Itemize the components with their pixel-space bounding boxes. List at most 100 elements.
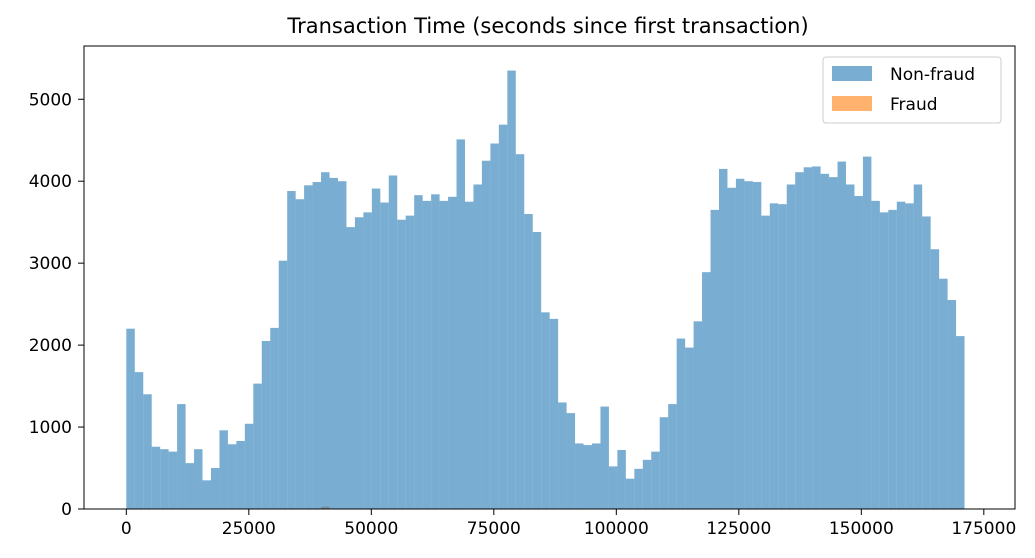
non-fraud-bar [431, 194, 440, 509]
non-fraud-bar [160, 449, 169, 509]
plot-frame [83, 45, 1016, 510]
non-fraud-bar [600, 406, 609, 509]
non-fraud-bar [871, 200, 880, 509]
non-fraud-bar [879, 212, 889, 509]
y-tick-label: 3000 [29, 254, 72, 274]
non-fraud-bar [405, 215, 415, 510]
non-fraud-bar [464, 201, 474, 510]
non-fraud-bar [922, 216, 931, 509]
y-axis-ticks: 0 1000 2000 3000 4000 5000 [29, 90, 84, 520]
legend-label-non-fraud: Non-fraud [890, 65, 975, 85]
non-fraud-bar [778, 204, 787, 509]
x-tick-label: 50000 [344, 519, 398, 539]
non-fraud-bar [566, 413, 576, 509]
non-fraud-bar [253, 383, 262, 509]
non-fraud-bar [261, 341, 271, 509]
non-fraud-bar [219, 430, 228, 509]
non-fraud-bar [659, 417, 669, 509]
non-fraud-bar [541, 312, 550, 509]
non-fraud-bar [837, 161, 846, 509]
non-fraud-bar [685, 347, 694, 509]
non-fraud-bar [735, 178, 745, 510]
non-fraud-bar [337, 181, 347, 509]
non-fraud-bar [439, 200, 449, 509]
non-fraud-bar [558, 402, 567, 509]
non-fraud-bar [803, 167, 813, 509]
x-tick-label: 125000 [706, 519, 771, 539]
non-fraud-bar [126, 328, 135, 509]
non-fraud-bar [490, 143, 499, 509]
non-fraud-bar [744, 181, 753, 509]
non-fraud-bar [354, 217, 364, 509]
non-fraud-bar [329, 177, 338, 509]
non-fraud-bar [769, 203, 779, 509]
non-fraud-bar [676, 338, 686, 509]
non-fraud-bar [651, 451, 660, 509]
non-fraud-bar [905, 203, 914, 509]
non-fraud-bar [304, 185, 313, 509]
non-fraud-bars [126, 70, 965, 510]
non-fraud-bar [456, 139, 465, 509]
non-fraud-bar [752, 182, 762, 509]
non-fraud-bar [498, 124, 508, 509]
non-fraud-bar [507, 70, 516, 509]
non-fraud-bar [812, 166, 821, 509]
non-fraud-bar [236, 440, 245, 509]
non-fraud-bar [185, 463, 195, 509]
non-fraud-bar [862, 156, 872, 510]
non-fraud-bar [702, 272, 711, 509]
non-fraud-bar [829, 177, 838, 509]
x-tick-label: 25000 [222, 519, 276, 539]
x-tick-label: 75000 [467, 519, 521, 539]
non-fraud-bar [380, 202, 389, 509]
non-fraud-bar [321, 172, 330, 509]
y-tick-label: 5000 [29, 90, 72, 110]
non-fraud-bar [227, 444, 237, 509]
x-tick-label: 150000 [829, 519, 894, 539]
non-fraud-bar [854, 195, 863, 509]
non-fraud-bar [414, 195, 423, 509]
non-fraud-bar [845, 184, 855, 509]
non-fraud-bar [177, 404, 186, 509]
non-fraud-bar [617, 449, 626, 509]
non-fraud-bar [888, 209, 897, 509]
legend-label-fraud: Fraud [890, 95, 938, 115]
non-fraud-bar [786, 184, 796, 509]
non-fraud-bar [168, 451, 178, 509]
non-fraud-bar [549, 318, 559, 509]
non-fraud-bar [371, 188, 381, 509]
non-fraud-bar [575, 443, 584, 509]
y-tick-label: 1000 [29, 418, 72, 438]
non-fraud-bar [363, 212, 372, 509]
non-fraud-bar [312, 182, 322, 509]
x-tick-label: 175000 [951, 519, 1016, 539]
non-fraud-bar [515, 154, 525, 509]
non-fraud-bar [625, 478, 635, 509]
non-fraud-bar [481, 160, 491, 510]
non-fraud-bar [151, 446, 161, 509]
non-fraud-bar [693, 321, 703, 509]
non-fraud-bar [761, 215, 770, 510]
non-fraud-bar [134, 372, 144, 509]
non-fraud-bar [143, 394, 152, 509]
y-tick-label: 2000 [29, 336, 72, 356]
non-fraud-bar [727, 187, 736, 510]
x-axis-ticks: 0 25000 50000 75000 100000 125000 150000 175000 [121, 509, 1016, 539]
non-fraud-bar [473, 184, 482, 509]
legend: Non-fraud Fraud [822, 56, 1002, 124]
non-fraud-bar [244, 423, 254, 509]
legend-swatch-non-fraud [832, 66, 872, 81]
non-fraud-bar [287, 191, 296, 509]
non-fraud-bar [388, 175, 398, 509]
non-fraud-bar [448, 196, 457, 510]
non-fraud-bar [210, 468, 220, 509]
non-fraud-bar [896, 201, 906, 510]
non-fraud-bar [668, 404, 677, 509]
non-fraud-bar [642, 459, 652, 509]
non-fraud-bar [947, 300, 957, 509]
non-fraud-bar [397, 219, 406, 510]
non-fraud-bar [634, 468, 643, 509]
non-fraud-bar [422, 200, 432, 509]
non-fraud-bar [718, 168, 728, 509]
